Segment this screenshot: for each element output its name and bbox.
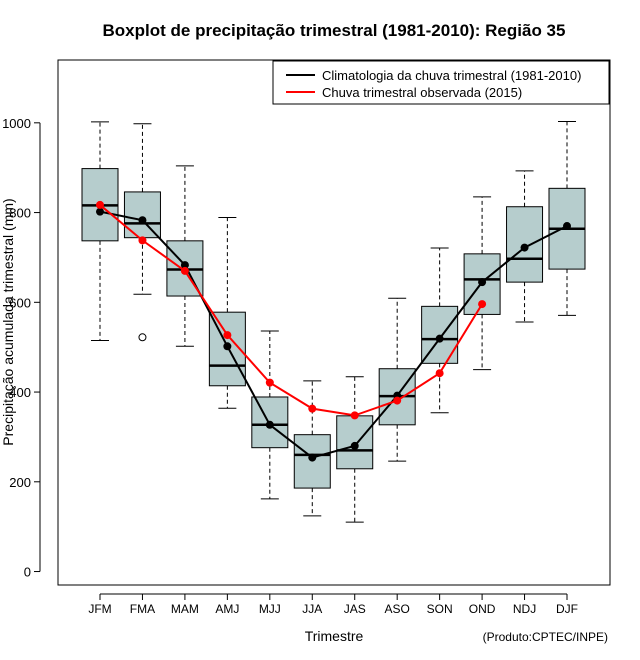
x-tick-label: MJJ [259, 602, 281, 616]
series-point-climatology [478, 278, 487, 287]
series-point-observed [308, 404, 317, 413]
boxes-layer [81, 120, 586, 523]
series-point-climatology [223, 342, 232, 351]
x-axis-label: Trimestre [305, 628, 364, 644]
y-tick-label: 200 [9, 475, 31, 490]
series-point-observed [180, 266, 189, 275]
series-point-climatology [350, 441, 359, 450]
chart-title: Boxplot de precipitação trimestral (1981… [103, 21, 566, 40]
x-tick-label: AMJ [215, 602, 239, 616]
box-jfm [81, 121, 119, 341]
series-point-climatology [96, 207, 104, 216]
series-point-climatology [563, 222, 571, 231]
x-tick-label: JJA [302, 602, 322, 616]
y-tick-label: 400 [9, 385, 31, 400]
series-point-climatology [138, 216, 147, 225]
x-tick-label: MAM [171, 602, 199, 616]
legend-box [272, 60, 610, 105]
plot-frame [57, 59, 611, 586]
y-tick-label: 0 [24, 565, 31, 580]
legend: Climatologia da chuva trimestral (1981-2… [272, 60, 610, 105]
box-djf [548, 120, 586, 316]
series-point-climatology [265, 420, 274, 429]
series-point-observed [350, 411, 359, 420]
x-tick-label: FMA [130, 602, 155, 616]
x-axis: JFM FMA MAM AMJ MJJ JJA JAS ASO SON OND NDJ DJF [88, 593, 578, 616]
x-tick-label: JFM [88, 602, 111, 616]
y-tick-label: 600 [9, 295, 31, 310]
y-axis: 0 200 400 600 800 1000 [2, 116, 41, 580]
series-point-observed [138, 236, 147, 245]
series-point-observed [435, 369, 444, 378]
legend-label-observed: Chuva trimestral observada (2015) [322, 85, 522, 100]
series-point-climatology [520, 243, 529, 252]
y-tick-label: 1000 [2, 116, 31, 131]
series-point-observed [393, 396, 402, 405]
legend-label-climatology: Climatologia da chuva trimestral (1981-2… [322, 68, 581, 83]
series-point-climatology [435, 334, 444, 343]
y-tick-label: 800 [9, 206, 31, 221]
x-tick-label: ASO [385, 602, 410, 616]
series-point-observed [96, 200, 104, 209]
x-tick-label: SON [427, 602, 453, 616]
credit-text: (Produto:CPTEC/INPE) [483, 630, 608, 644]
series-point-observed [265, 378, 274, 387]
series-climatology [96, 207, 571, 462]
series-point-observed [223, 331, 232, 340]
series-observed [96, 200, 487, 420]
series-line-climatology [99, 210, 568, 459]
series-line-observed [99, 204, 483, 417]
box-mjj [251, 330, 289, 500]
series-point-observed [478, 300, 487, 309]
box-amj [208, 217, 246, 409]
box-son [421, 247, 459, 414]
series-point-climatology [308, 453, 317, 462]
x-tick-label: JAS [344, 602, 366, 616]
x-tick-label: DJF [556, 602, 578, 616]
x-tick-label: OND [469, 602, 496, 616]
box-mam [166, 165, 204, 347]
y-axis-label: Precipitação acumulada trimestral (mm) [0, 198, 16, 445]
series-point-climatology [180, 261, 189, 270]
x-tick-label: NDJ [513, 602, 536, 616]
outlier-point [138, 333, 147, 342]
series-lines-layer [96, 200, 571, 462]
